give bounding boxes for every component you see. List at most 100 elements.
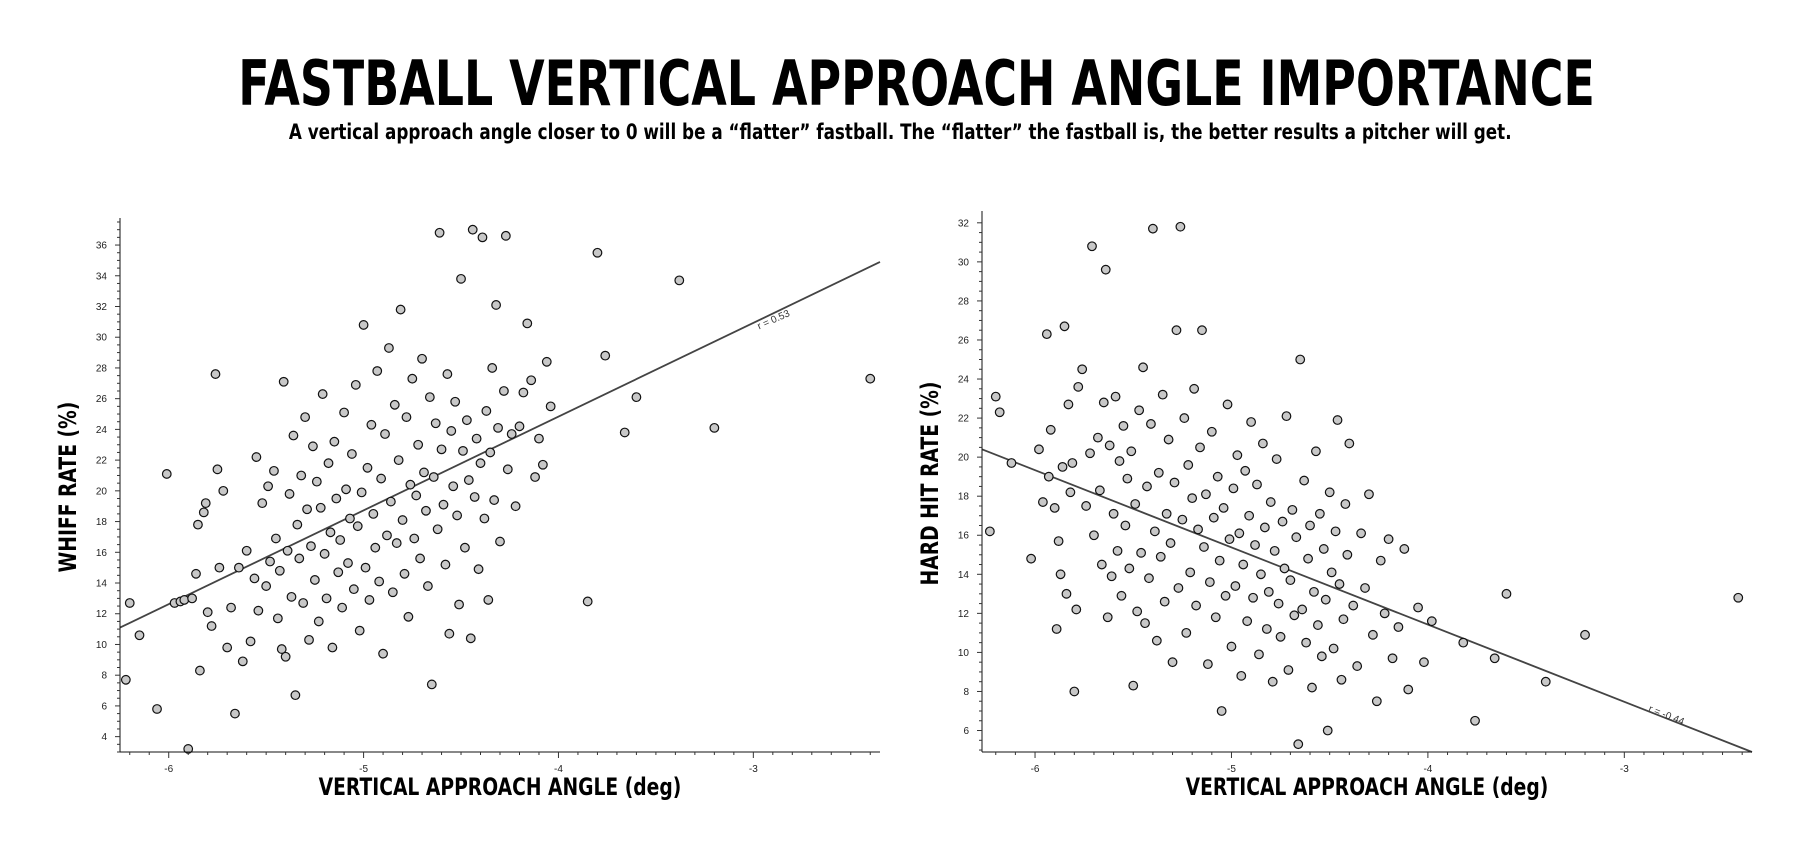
whiff-data-point xyxy=(290,690,301,701)
hardhit-data-point xyxy=(1081,501,1092,511)
hardhit-y-tick-label: 18 xyxy=(958,492,970,503)
whiff-y-tick-label: 10 xyxy=(96,640,108,651)
hardhit-data-point xyxy=(1248,592,1258,603)
hardhit-data-point xyxy=(1309,586,1319,597)
hardhit-data-point xyxy=(1375,555,1386,566)
hardhit-data-point xyxy=(1311,446,1321,457)
hardhit-data-point xyxy=(984,526,995,537)
whiff-data-point xyxy=(226,602,236,613)
whiff-data-point xyxy=(366,419,377,430)
hardhit-data-point xyxy=(1501,588,1512,599)
hardhit-data-point xyxy=(1234,528,1245,539)
hardhit-data-point xyxy=(1265,497,1276,507)
whiff-data-point xyxy=(537,459,548,470)
whiff-data-point xyxy=(424,392,435,403)
whiff-data-point xyxy=(506,429,517,439)
whiff-data-point xyxy=(263,481,274,492)
hardhit-x-tick-label: -4 xyxy=(1423,764,1432,775)
hardhit-data-point xyxy=(1043,471,1054,482)
hardhit-data-point xyxy=(1071,604,1082,615)
whiff-data-point xyxy=(348,584,359,595)
whiff-data-point xyxy=(356,487,367,498)
hardhit-data-point xyxy=(1214,555,1225,566)
hardhit-data-point xyxy=(1053,536,1064,547)
whiff-trendline-group xyxy=(119,261,881,629)
whiff-data-point xyxy=(222,642,233,653)
whiff-data-point xyxy=(346,449,357,459)
whiff-y-tick-label: 16 xyxy=(96,548,108,559)
hardhit-y-tick-label: 12 xyxy=(958,609,970,620)
whiff-data-point xyxy=(448,481,459,492)
whiff-data-point xyxy=(510,501,521,512)
whiff-data-point xyxy=(380,429,390,439)
whiff-data-point xyxy=(395,304,406,315)
hardhit-data-point xyxy=(1252,479,1262,490)
whiff-data-point xyxy=(302,504,312,515)
whiff-data-point xyxy=(270,533,281,544)
hardhit-data-point xyxy=(1303,553,1313,564)
whiff-x-axis-title: VERTICAL APPROACH ANGLE (deg) xyxy=(319,774,682,802)
hardhit-data-point xyxy=(1271,454,1282,464)
whiff-data-point xyxy=(487,363,498,373)
whiff-data-point xyxy=(376,473,387,484)
whiff-data-point xyxy=(444,628,455,639)
whiff-data-point xyxy=(498,386,509,396)
hardhit-data-point xyxy=(1106,571,1117,582)
whiff-data-point xyxy=(446,426,457,436)
hardhit-data-point xyxy=(1261,624,1272,634)
hardhit-data-point xyxy=(1153,467,1164,478)
whiff-data-point xyxy=(317,389,328,399)
whiff-data-point xyxy=(619,427,630,438)
whiff-data-point xyxy=(352,521,363,532)
hardhit-data-point xyxy=(1250,540,1260,550)
whiff-data-point xyxy=(413,439,424,450)
hardhit-data-point xyxy=(1344,438,1355,449)
whiff-data-point xyxy=(475,458,486,469)
whiff-data-point xyxy=(214,562,225,573)
hardhit-data-point xyxy=(1316,651,1327,662)
whiff-data-point xyxy=(397,515,408,525)
hardhit-data-point xyxy=(1220,590,1231,601)
hardhit-y-tick-label: 32 xyxy=(958,218,970,229)
whiff-data-point xyxy=(522,318,533,329)
whiff-data-point xyxy=(364,595,375,605)
whiff-data-point xyxy=(430,418,441,429)
whiff-data-point xyxy=(241,545,252,556)
hardhit-data-point xyxy=(1232,450,1243,461)
hardhit-data-point xyxy=(1348,600,1359,611)
hardhit-data-point xyxy=(1199,542,1209,552)
whiff-data-point xyxy=(481,406,492,416)
hardhit-data-point xyxy=(1301,637,1312,648)
hardhit-data-point xyxy=(1336,674,1347,685)
whiff-data-point xyxy=(518,387,529,398)
hardhit-data-point xyxy=(1224,534,1235,545)
whiff-data-point xyxy=(284,489,295,499)
hardhit-data-point xyxy=(1204,577,1215,588)
whiff-data-point xyxy=(294,553,305,564)
hardhit-data-point xyxy=(1342,549,1353,560)
hardhit-y-tick-label: 20 xyxy=(958,453,970,464)
whiff-data-point xyxy=(372,366,383,376)
whiff-data-point xyxy=(212,464,223,475)
whiff-x-tick-label: -5 xyxy=(359,764,368,775)
hardhit-data-point xyxy=(1165,538,1176,548)
whiff-data-point xyxy=(456,273,466,284)
whiff-data-point xyxy=(391,538,402,548)
whiff-data-point xyxy=(276,644,287,654)
hardhit-axes: -6 -5 -4 -3 6 8 10 12 14 16 18 20 22 24 26 28 30 32 xyxy=(958,211,1752,775)
whiff-y-tick-label: 32 xyxy=(96,302,108,313)
hardhit-y-tick-label: 6 xyxy=(963,726,969,737)
whiff-data-point xyxy=(251,452,262,462)
whiff-data-point xyxy=(278,376,289,387)
hardhit-data-point xyxy=(1218,503,1229,513)
hardhit-data-point xyxy=(1352,661,1363,671)
hardhit-y-tick-label: 16 xyxy=(958,531,970,542)
hardhit-data-point xyxy=(1175,221,1186,232)
whiff-data-point xyxy=(333,567,344,578)
hardhit-data-point xyxy=(1067,458,1078,468)
hardhit-data-point xyxy=(1322,725,1333,736)
hardhit-y-tick-label: 24 xyxy=(958,375,970,386)
hardhit-data-point xyxy=(1246,417,1257,427)
hardhit-data-point xyxy=(1098,397,1109,408)
whiff-data-point xyxy=(288,430,299,441)
